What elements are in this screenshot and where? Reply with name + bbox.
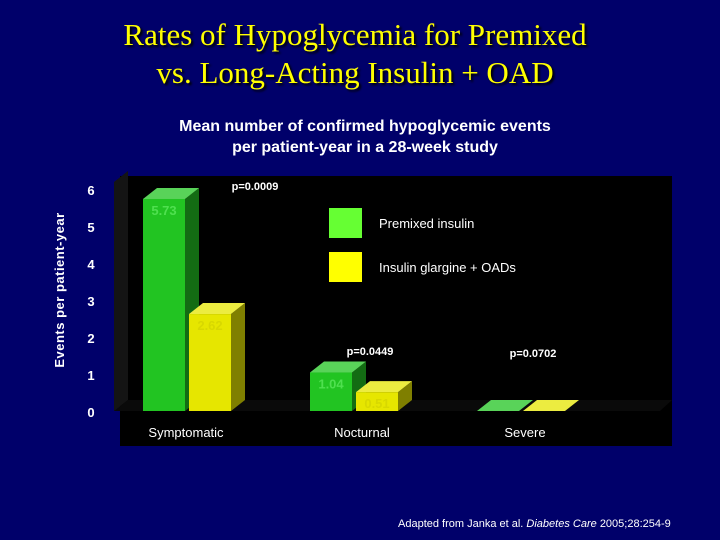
p-value-annotation: p=0.0449 [347, 346, 394, 358]
chart-subtitle: Mean number of confirmed hypoglycemic ev… [0, 116, 720, 158]
y-tick-label: 0 [87, 405, 94, 420]
p-value-annotation: p=0.0009 [232, 181, 279, 193]
y-tick-label: 6 [87, 183, 94, 198]
legend-label: Premixed insulin [379, 216, 474, 231]
bar-value-label: 0.51 [364, 396, 389, 411]
bar [356, 392, 398, 411]
title-line-1: Rates of Hypoglycemia for Premixed [123, 17, 587, 52]
citation-journal: Diabetes Care [526, 518, 597, 530]
bar-side [398, 381, 412, 411]
title-line-2: vs. Long-Acting Insulin + OAD [156, 55, 554, 90]
bar-top [189, 303, 245, 315]
slide-title: Rates of Hypoglycemia for Premixed vs. L… [0, 16, 710, 92]
bar [189, 314, 231, 411]
x-category-label: Nocturnal [334, 425, 390, 440]
bar-top [356, 381, 412, 393]
legend-swatch [329, 252, 362, 282]
citation: Adapted from Janka et al. Diabetes Care … [398, 518, 671, 530]
subtitle-line-1: Mean number of confirmed hypoglycemic ev… [179, 118, 551, 135]
p-value-annotation: p=0.0702 [510, 348, 557, 360]
y-tick-label: 2 [87, 331, 94, 346]
citation-prefix: Adapted from Janka et al. [398, 518, 524, 530]
x-category-label: Severe [504, 425, 545, 440]
legend-swatch [329, 208, 362, 238]
y-tick-label: 5 [87, 220, 94, 235]
x-category-label: Symptomatic [148, 425, 224, 440]
bar-top [143, 187, 199, 199]
plot-side-wall [114, 171, 128, 411]
citation-suffix: 2005;28:254-9 [599, 518, 671, 530]
bar-side [231, 303, 245, 411]
y-tick-label: 1 [87, 368, 94, 383]
y-tick-label: 3 [87, 294, 94, 309]
bar-top [523, 400, 579, 411]
subtitle-line-2: per patient-year in a 28-week study [232, 139, 498, 156]
bar-value-label: 1.04 [318, 377, 344, 392]
bar-top [310, 361, 366, 373]
bar [143, 198, 185, 411]
y-tick-label: 4 [87, 257, 95, 272]
y-axis-label: Events per patient-year [52, 212, 67, 367]
bar-value-label: 2.62 [197, 318, 222, 333]
bar-top [477, 400, 533, 411]
bar-value-label: 5.73 [151, 203, 176, 218]
legend-label: Insulin glargine + OADs [379, 260, 516, 275]
bar [310, 372, 352, 411]
